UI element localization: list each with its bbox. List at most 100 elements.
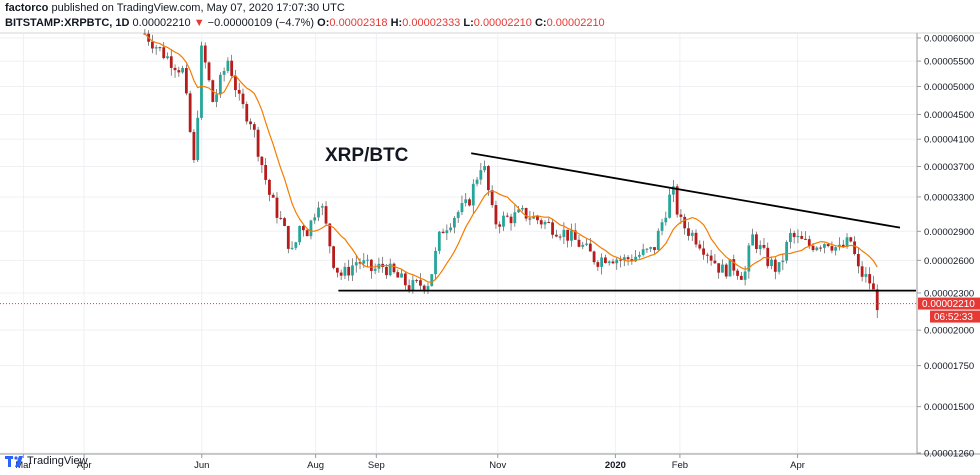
candle-body [815, 247, 819, 251]
x-tick-label: Nov [489, 460, 506, 471]
candle-body [158, 47, 162, 49]
price-change: −0.00000109 (−4.7%) [207, 17, 315, 29]
candle-body [203, 45, 207, 63]
candle-body [747, 245, 751, 272]
candle-body [426, 286, 430, 290]
y-tick-label: 0.00002600 [924, 256, 974, 267]
candle-body [302, 225, 305, 231]
candle-body [853, 241, 856, 255]
candle-body [630, 259, 634, 262]
candle-body [513, 212, 517, 224]
candle-body [434, 250, 437, 275]
candle-body [792, 232, 796, 238]
published-text: published on TradingView.com, May 07, 20… [51, 2, 345, 14]
candle-body [468, 199, 471, 206]
candle-body [562, 229, 566, 237]
candle-body [671, 186, 675, 195]
candle-body [335, 267, 339, 273]
x-tick-label: Sep [368, 460, 385, 471]
candle-body [558, 236, 562, 238]
last-price-tag-text: 0.00002210 [922, 299, 975, 310]
candle-body [683, 216, 687, 229]
candle-body [184, 68, 188, 94]
candle-body [407, 285, 411, 291]
close-value: 0.00002210 [546, 17, 605, 29]
y-tick-label: 0.00001750 [924, 361, 974, 372]
candle-body [732, 259, 736, 271]
y-tick-label: 0.00004100 [924, 135, 974, 146]
candle-body [604, 257, 607, 263]
candle-body [755, 234, 758, 250]
candle-body [332, 246, 336, 268]
last-price-tag: 0.00002210 06:52:33 [918, 297, 980, 323]
candle-body [713, 260, 717, 264]
candle-body [150, 41, 154, 49]
trend-lines[interactable] [338, 152, 916, 292]
symbol-label[interactable]: BITSTAMP:XRPBTC, 1D [5, 17, 130, 29]
y-tick-label: 0.00003700 [924, 162, 974, 173]
candle-body [532, 216, 536, 219]
candle-body [494, 205, 498, 225]
candle-body [366, 259, 369, 261]
candle-body [528, 218, 532, 220]
candle-body [471, 183, 475, 206]
candle-body [845, 237, 849, 247]
candle-body [728, 259, 732, 277]
candle-body [645, 248, 649, 250]
candle-body [422, 285, 426, 290]
tradingview-logo-icon[interactable] [5, 455, 23, 467]
candle-body [588, 243, 592, 252]
candle-body [245, 104, 249, 122]
candle-body [822, 244, 826, 248]
descending-resistance [471, 152, 901, 229]
candle-body [536, 216, 539, 221]
y-tick-label: 0.00002900 [924, 227, 974, 238]
brand-name[interactable]: TradingView [27, 455, 88, 467]
candle-body [294, 242, 298, 248]
candle-body [373, 268, 377, 271]
price-axis[interactable]: 0.00006000 0.00005500 0.00005000 0.00004500… [917, 33, 974, 460]
candle-body [430, 274, 434, 287]
candle-body [570, 230, 573, 241]
candle-body [453, 217, 456, 228]
x-tick-label: Apr [77, 460, 92, 471]
candle-body [460, 203, 464, 213]
candle-body [173, 67, 177, 71]
y-tick-label: 0.00002000 [924, 326, 974, 337]
candle-body [351, 265, 354, 276]
publisher-name[interactable]: factorco [5, 2, 49, 14]
candle-body [177, 70, 181, 73]
low-value: 0.00002210 [473, 17, 532, 29]
candle-body [721, 264, 724, 273]
candle-body [449, 227, 453, 231]
y-tick-label: 0.00002300 [924, 288, 974, 299]
candle-body [392, 263, 396, 273]
candle-body [543, 222, 547, 225]
candle-body [804, 238, 807, 240]
candle-body [687, 228, 690, 236]
candle-body [188, 93, 192, 132]
candle-body [324, 206, 328, 224]
candle-body [698, 244, 702, 249]
candle-body [762, 245, 766, 248]
candle-body [668, 194, 671, 218]
candle-body [830, 246, 834, 251]
candle-body [192, 131, 196, 161]
candle-body [811, 245, 815, 251]
candle-body [207, 62, 211, 81]
candle-body [781, 260, 785, 263]
candle-body [872, 283, 875, 290]
y-tick-label: 0.00004500 [924, 110, 974, 121]
candle-body [505, 215, 509, 217]
candle-body [785, 241, 789, 261]
candle-body [196, 117, 200, 161]
candle-body [607, 261, 611, 263]
candle-body [773, 259, 777, 272]
y-tick-label: 0.00001500 [924, 402, 974, 413]
candle-body [600, 257, 604, 267]
time-axis[interactable]: Mar Apr Jun Aug Sep Nov 2020 Feb Apr [15, 454, 805, 471]
candle-body [679, 214, 683, 217]
x-tick-label: Apr [790, 460, 805, 471]
candle-body [868, 274, 872, 284]
